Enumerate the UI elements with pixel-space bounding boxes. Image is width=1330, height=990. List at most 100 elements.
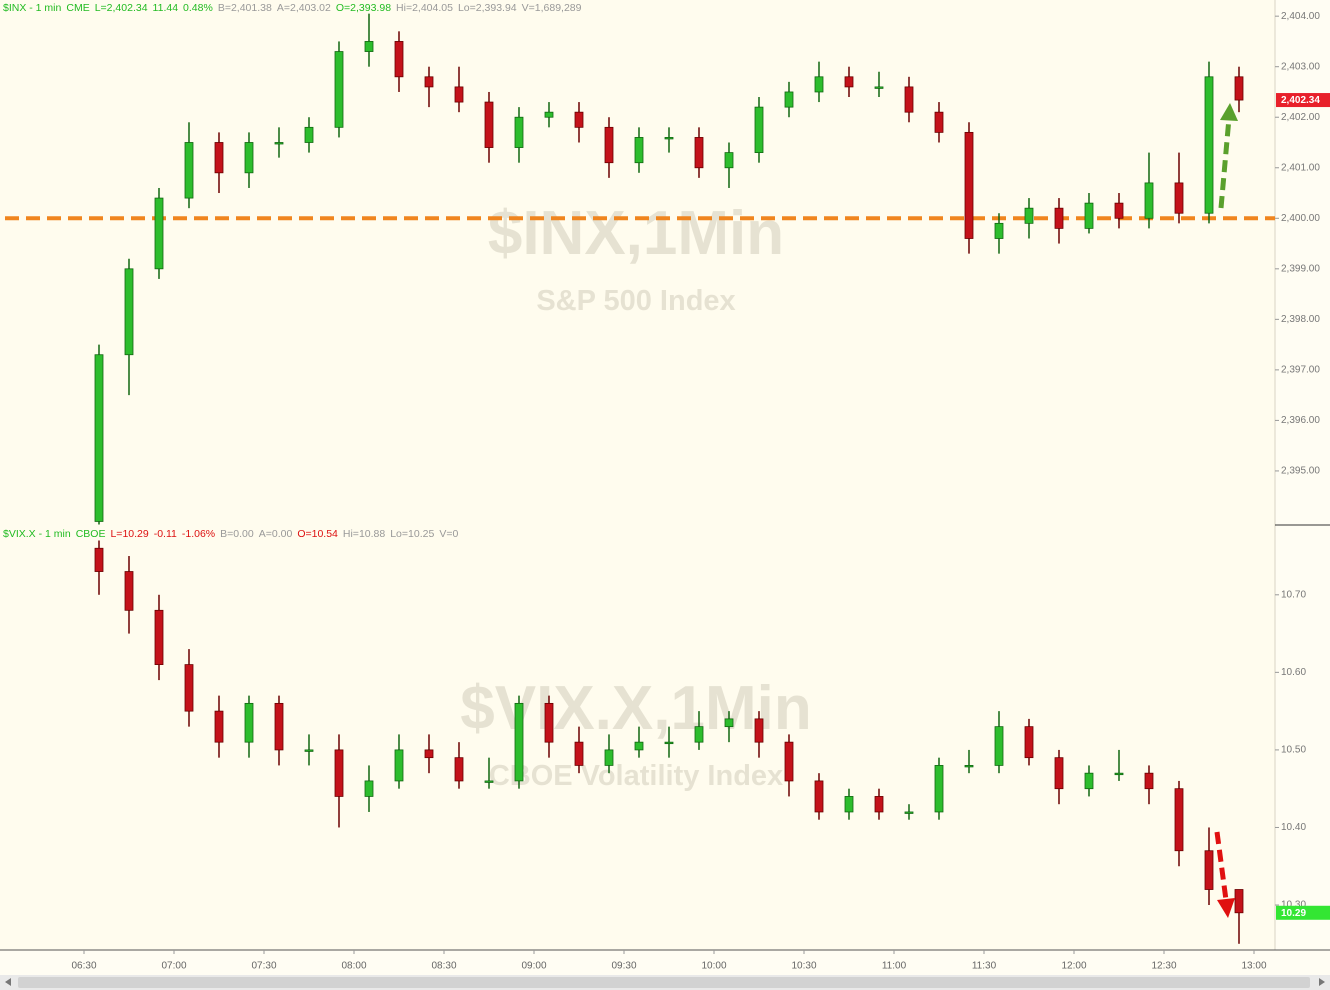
candle-body: [154, 609, 164, 665]
x-tick-label: 09:00: [521, 961, 546, 972]
x-tick-label: 07:30: [251, 961, 276, 972]
x-tick-label: 11:30: [972, 961, 997, 972]
y-tick-label: 10.40: [1281, 822, 1306, 833]
header-field: O=2,393.98: [335, 2, 392, 14]
candle-body: [724, 152, 734, 169]
y-tick-label: 2,396.00: [1281, 415, 1320, 426]
header-field: Lo=10.25: [390, 528, 435, 540]
candle-body: [154, 197, 164, 270]
candle-body: [304, 749, 314, 752]
candle-body: [754, 106, 764, 153]
candle-body: [1204, 76, 1214, 214]
candle-body: [604, 126, 614, 164]
header-field: O=10.54: [297, 528, 338, 540]
y-tick-label: 2,402.00: [1281, 112, 1320, 123]
candle-body: [1024, 207, 1034, 224]
y-tick-label: 2,404.00: [1281, 11, 1320, 22]
candle-body: [1024, 726, 1034, 759]
x-tick-label: 07:00: [161, 961, 186, 972]
header-field: CME: [66, 2, 90, 14]
candle-body: [274, 702, 284, 751]
marks: [5, 13, 1275, 944]
x-tick-label: 12:00: [1061, 961, 1086, 972]
candle-body: [1054, 757, 1064, 790]
watermark-title: $INX,1Min: [488, 199, 784, 268]
header-field: CBOE: [75, 528, 106, 540]
header-field: A=0.00: [258, 528, 293, 540]
y-tick-label: 10.50: [1281, 745, 1306, 756]
candle-body: [1114, 202, 1124, 219]
candle-body: [484, 101, 494, 148]
candle-body: [394, 749, 404, 782]
candle-body: [814, 76, 824, 93]
scroll-left[interactable]: [5, 978, 11, 986]
scroll-right[interactable]: [1319, 978, 1325, 986]
candle-body: [1234, 889, 1244, 914]
candle-body: [1144, 772, 1154, 790]
candle-body: [874, 86, 884, 89]
x-tick-label: 08:30: [431, 961, 456, 972]
header-field: Lo=2,393.94: [457, 2, 517, 14]
last-price-label: 10.29: [1281, 908, 1306, 919]
candle-body: [724, 718, 734, 728]
header-field: 0.48%: [183, 2, 213, 14]
candle-body: [904, 811, 914, 814]
y-tick-label: 10.70: [1281, 589, 1306, 600]
candle-body: [334, 749, 344, 797]
candle-body: [904, 86, 914, 113]
candle-body: [454, 86, 464, 103]
candle-body: [994, 726, 1004, 766]
candle-body: [334, 51, 344, 128]
candle-body: [394, 41, 404, 78]
candle-body: [364, 780, 374, 797]
candle-body: [1174, 182, 1184, 214]
candle-body: [184, 142, 194, 199]
candle-body: [1234, 76, 1244, 101]
y-tick-label: 2,397.00: [1281, 365, 1320, 376]
candle-body: [124, 268, 134, 356]
header-field: V=0: [439, 528, 459, 540]
candle-body: [1054, 207, 1064, 229]
up-arrow: [1218, 117, 1232, 209]
candle-body: [94, 547, 104, 572]
candle-body: [244, 702, 254, 743]
header-field: L=10.29: [110, 528, 149, 540]
candle-body: [484, 780, 494, 783]
last-price-badge: [1276, 93, 1330, 108]
candle-body: [784, 741, 794, 782]
x-tick-label: 12:30: [1151, 961, 1176, 972]
candle-body: [454, 757, 464, 782]
y-tick-label: 2,400.00: [1281, 213, 1320, 224]
candle-body: [214, 710, 224, 743]
candle-body: [814, 780, 824, 813]
candle-body: [604, 749, 614, 766]
candle-body: [844, 76, 854, 88]
header-field: Hi=2,404.05: [396, 2, 453, 14]
y-tick-label: 10.60: [1281, 667, 1306, 678]
candle-body: [514, 116, 524, 148]
x-tick-label: 06:30: [71, 961, 96, 972]
axis-bg: [1275, 0, 1330, 950]
time-axis-bg: [0, 951, 1330, 975]
candle-body: [1084, 202, 1094, 229]
down-arrow: [1214, 831, 1229, 901]
candle-body: [634, 137, 644, 164]
arrows: [1214, 103, 1238, 918]
scroll-thumb[interactable]: [18, 977, 1310, 988]
candle-body: [574, 741, 584, 766]
candle-body: [424, 76, 434, 88]
candle-body: [124, 571, 134, 611]
candle-body: [964, 131, 974, 239]
candle-body: [994, 222, 1004, 239]
candle-body: [934, 111, 944, 133]
x-tick-label: 11:00: [882, 961, 907, 972]
x-tick-label: 10:00: [701, 961, 726, 972]
candle-body: [1114, 772, 1124, 776]
header-field: B=2,401.38: [217, 2, 272, 14]
candle-body: [574, 111, 584, 128]
header-field: 11.44: [152, 2, 179, 14]
candle-body: [364, 41, 374, 52]
candle-body: [634, 741, 644, 751]
